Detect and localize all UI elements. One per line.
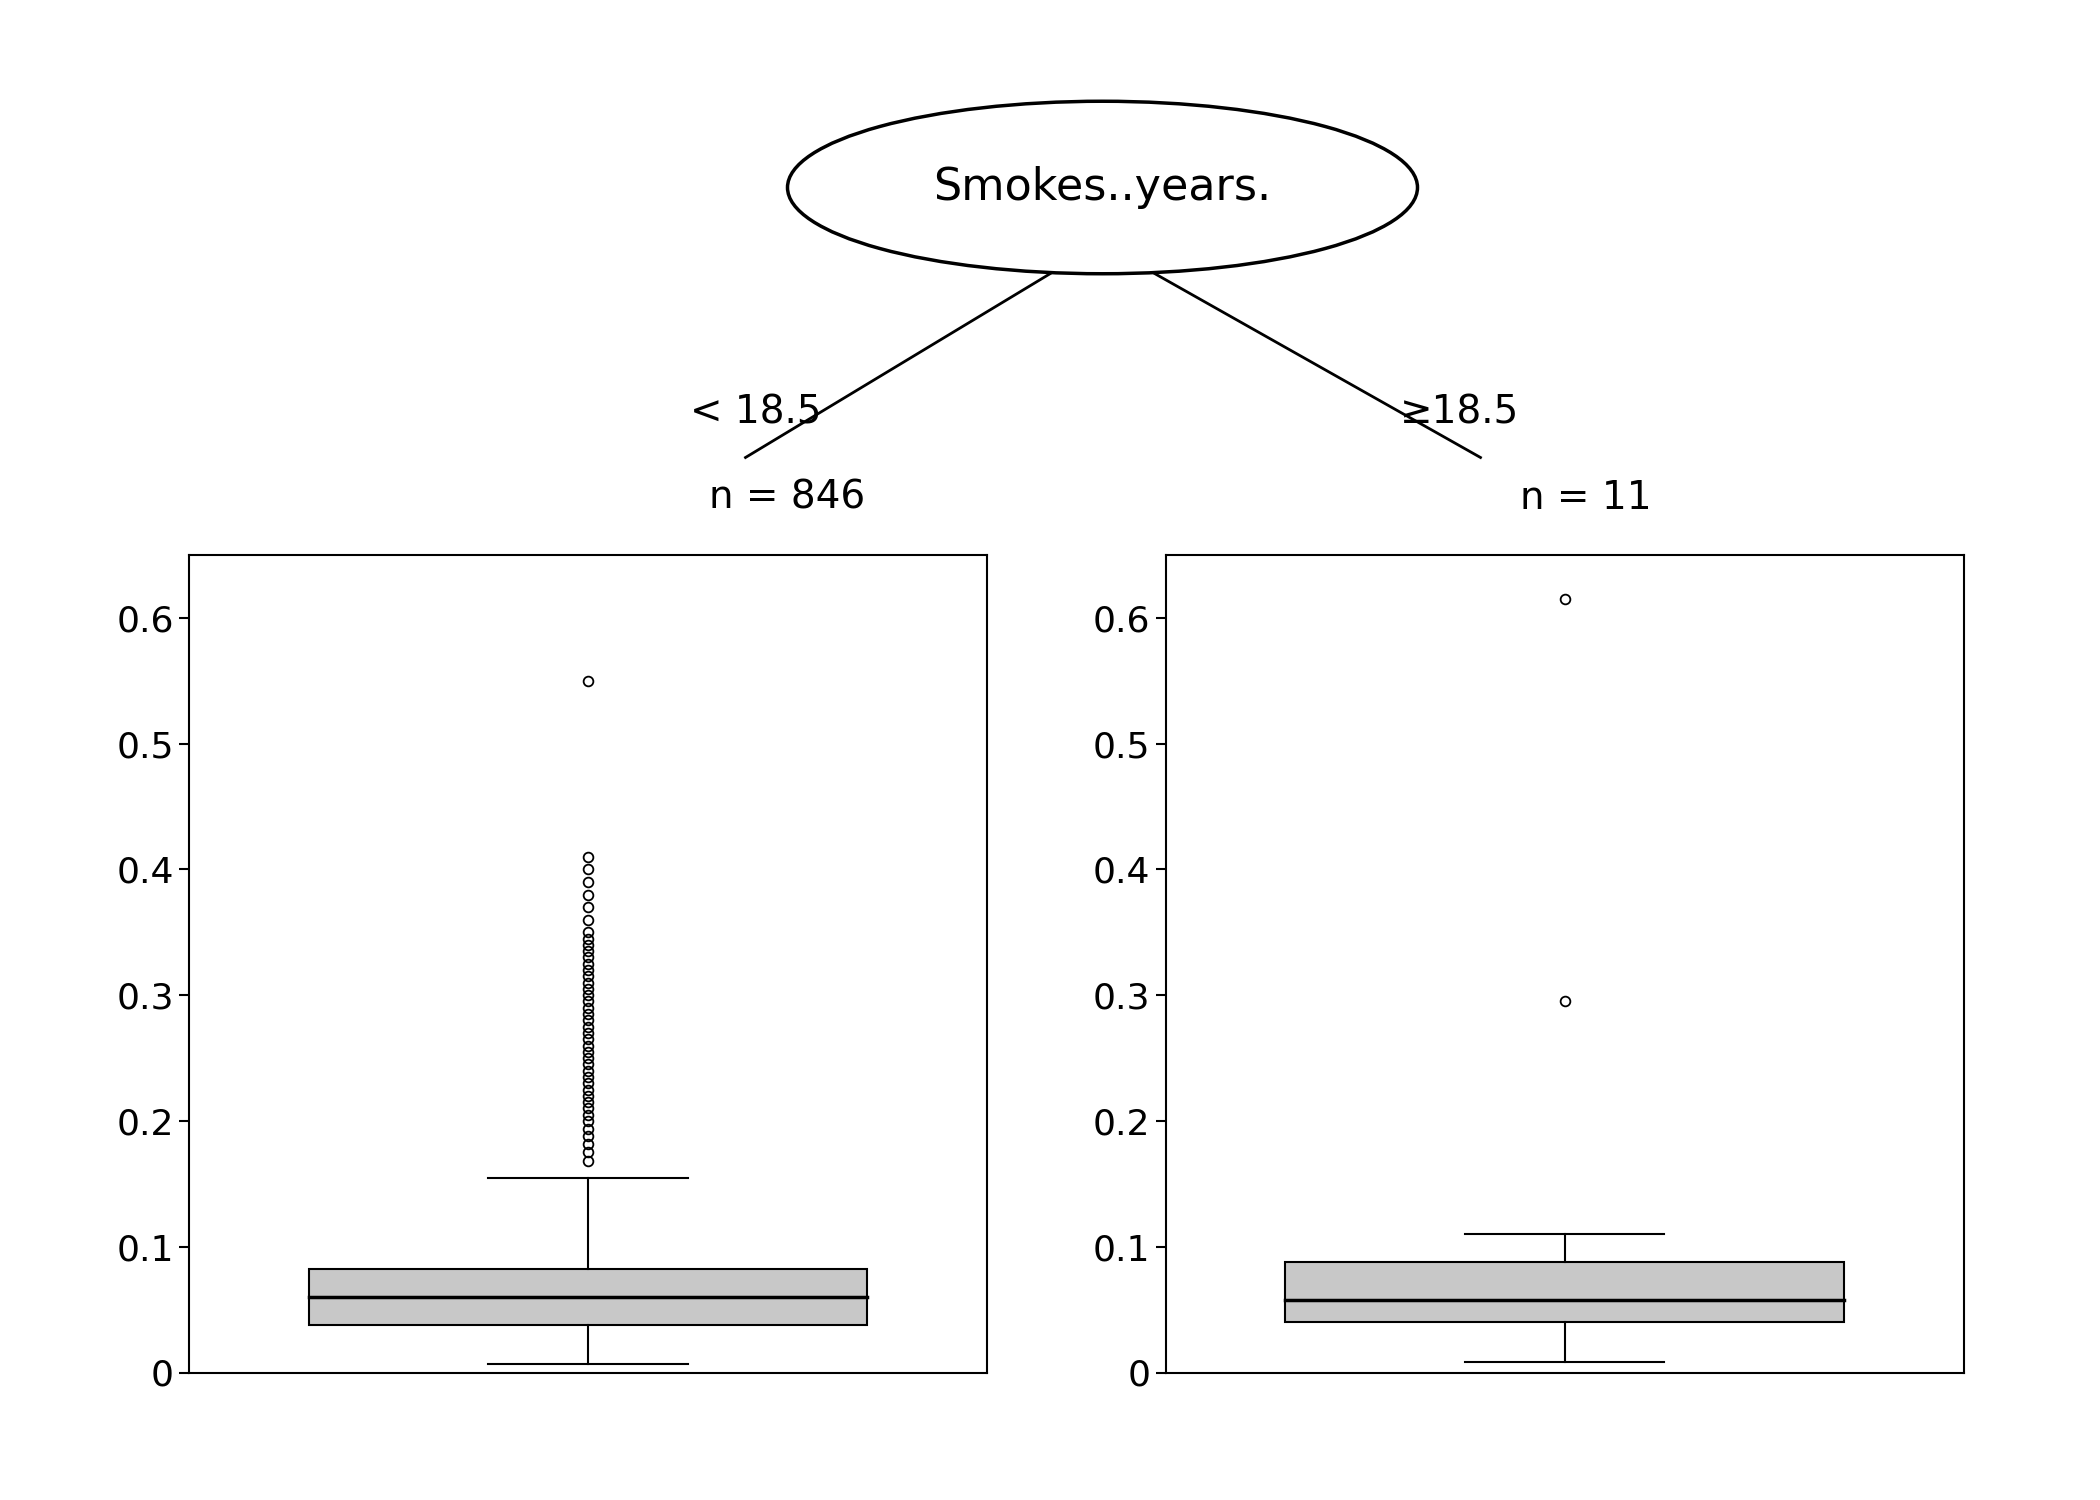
Text: n = 11: n = 11 — [1520, 478, 1651, 518]
Bar — [1285, 1262, 1844, 1322]
Bar — [309, 1269, 867, 1324]
Text: Smokes..years.: Smokes..years. — [932, 166, 1273, 208]
Text: < 18.5: < 18.5 — [691, 393, 821, 432]
Text: ≥18.5: ≥18.5 — [1401, 393, 1518, 432]
Text: n = 846: n = 846 — [710, 478, 865, 518]
